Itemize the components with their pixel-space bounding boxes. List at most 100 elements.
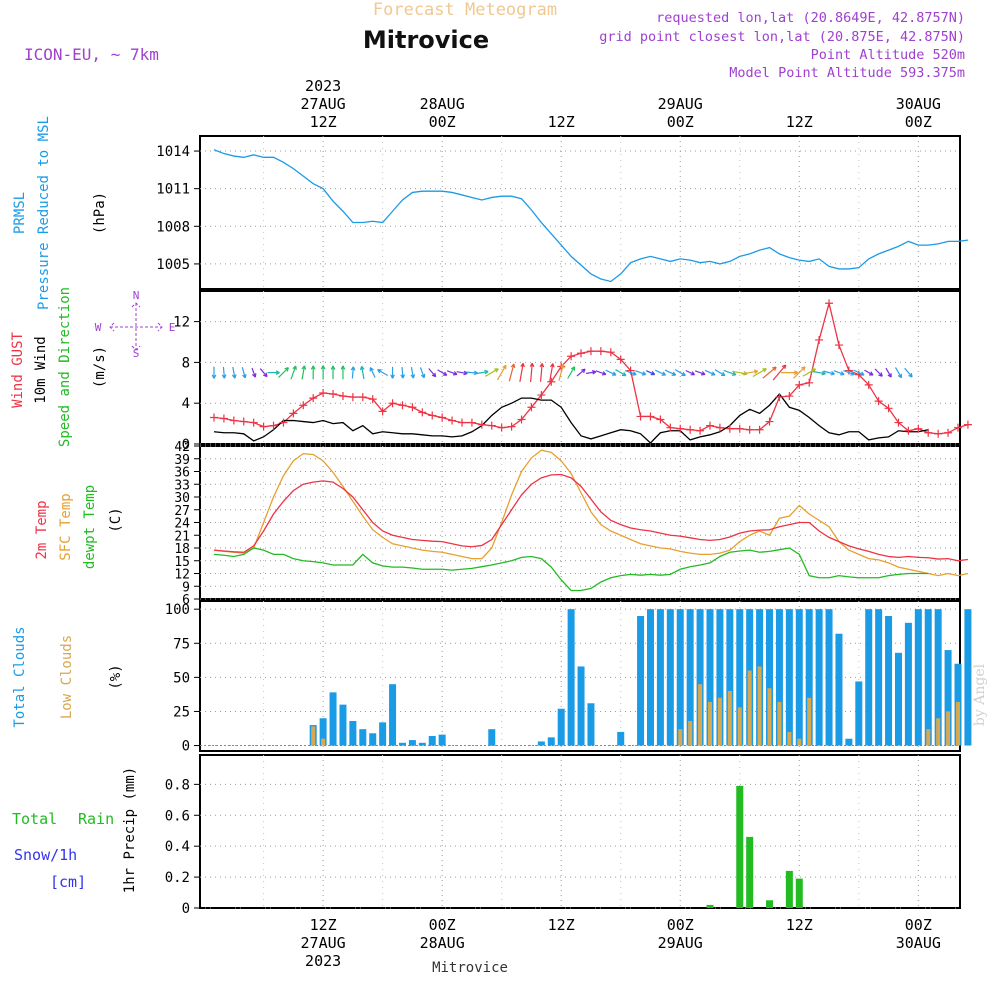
gust-marker [329, 390, 338, 399]
wind-direction-arrow [251, 367, 257, 378]
y-tick-label: 24 [174, 517, 190, 532]
model-label: ICON-EU, ~ 7km [24, 45, 159, 64]
bottom-time-label: 00Z [905, 916, 932, 934]
wind-direction-arrow [446, 370, 458, 376]
wind-direction-arrow [576, 368, 586, 377]
temperature-series [213, 449, 969, 592]
low-cloud-bar [926, 729, 931, 746]
wind-direction-arrow [278, 367, 289, 378]
wind-compass-legend: N S W E [95, 289, 176, 360]
total-cloud-bar [696, 609, 704, 746]
low-cloud-bar [956, 701, 960, 746]
total-cloud-bar [389, 684, 397, 746]
gust-marker [527, 403, 536, 412]
wind-direction-arrow [567, 366, 576, 379]
total-cloud-bar [775, 609, 783, 746]
total-cloud-bar [398, 742, 406, 746]
low-cloud-bar [946, 711, 951, 746]
wind-direction-arrow [377, 369, 388, 377]
wind-direction-arrow [350, 366, 356, 379]
bottom-time-label: 12Z [310, 916, 337, 934]
y-tick-label: 0 [182, 901, 190, 917]
total-cloud-bar [706, 609, 714, 746]
low-cloud-bar [321, 738, 326, 746]
gust-marker [299, 401, 308, 410]
wind-direction-arrow [741, 369, 759, 375]
gust-marker [319, 389, 328, 397]
gust-marker [616, 355, 625, 364]
wind-direction-arrow [330, 365, 336, 380]
total-cloud-bar [567, 609, 575, 746]
wind-direction-arrow [752, 368, 767, 378]
total-cloud-bar [438, 734, 446, 746]
cm-unit-label: [cm] [50, 873, 86, 891]
total-cloud-bar [339, 704, 347, 746]
requested-coords: requested lon,lat (20.8649E, 42.8757N) [656, 10, 965, 26]
low-cloud-bar [737, 707, 742, 746]
wind-direction-arrow [508, 363, 516, 382]
y-tick-label: 1008 [156, 219, 190, 235]
wind-direction-arrow [624, 370, 637, 376]
wind-direction-arrow [635, 370, 647, 376]
top-time-label: 00Z [667, 113, 694, 131]
pressure-axis-labels: PRMSL Pressure Reduced to MSL (hPa) [12, 116, 108, 310]
top-time-label: 28AUG [420, 95, 465, 113]
y-tick-label: 27 [174, 504, 190, 519]
total-cloud-bar [676, 609, 684, 746]
cloud-bars [200, 609, 972, 747]
gust-marker [745, 425, 754, 434]
total-cloud-bar [944, 650, 952, 746]
wind-direction-arrow [259, 368, 268, 378]
dewpt-label: dewpt Temp [82, 485, 98, 569]
wind-direction-arrow [310, 365, 316, 380]
gust-marker [686, 425, 695, 434]
gust-marker [537, 391, 546, 400]
y-tick-label: 1011 [156, 182, 190, 198]
wind-direction-arrow [410, 366, 416, 379]
y-tick-label: 0 [182, 437, 190, 453]
wind-direction-arrow [853, 369, 865, 376]
wind-direction-arrow [793, 366, 806, 379]
wind-direction-arrow [241, 367, 247, 379]
y-tick-label: 0.2 [165, 870, 190, 886]
wind-direction-arrow [456, 370, 468, 376]
total-cloud-bar [666, 609, 674, 746]
gust-marker [755, 425, 764, 434]
low-clouds-label: Low Clouds [59, 635, 75, 719]
rain-label: Rain [78, 810, 114, 828]
total-cloud-bar [885, 616, 893, 746]
total-cloud-bar [646, 609, 654, 746]
low-cloud-bar [727, 691, 732, 746]
gust-marker [567, 352, 576, 361]
grid-point-coords: grid point closest lon,lat (20.875E, 42.… [599, 29, 965, 45]
top-time-label: 12Z [786, 113, 813, 131]
gust-marker [388, 399, 397, 408]
bottom-time-label: 30AUG [896, 934, 941, 952]
wind-direction-arrow [615, 369, 627, 377]
point-altitude: Point Altitude 520m [811, 47, 965, 63]
gust-marker [934, 429, 943, 438]
wind-direction-arrow [529, 362, 535, 383]
t2m-line [213, 473, 969, 562]
rain-bar [746, 836, 754, 908]
gust-marker [448, 416, 457, 425]
y-tick-label: 36 [174, 466, 190, 481]
precip-unit-label: 1hr Precip (mm) [122, 767, 138, 893]
gust-marker [418, 408, 427, 417]
wind-direction-arrow [664, 369, 677, 376]
wind-direction-arrow [812, 370, 826, 376]
wind-direction-arrow [359, 365, 365, 380]
gust-marker [279, 418, 288, 427]
y-tick-label: 8 [182, 355, 190, 371]
wind-direction-arrow [211, 366, 217, 379]
top-time-label: 30AUG [896, 95, 941, 113]
gust-marker [269, 421, 278, 430]
total-cloud-bar [617, 731, 625, 746]
gust-marker [775, 393, 784, 402]
y-tick-label: 42 [174, 440, 190, 455]
low-cloud-bar [787, 731, 792, 746]
precip-axis-labels: Total Rain Snow/1h [cm] 1hr Precip (mm) [12, 767, 138, 893]
axis-tick-labels: 1005100810111014048126912151821242730333… [156, 144, 200, 917]
total-cloud-bar [329, 692, 337, 746]
